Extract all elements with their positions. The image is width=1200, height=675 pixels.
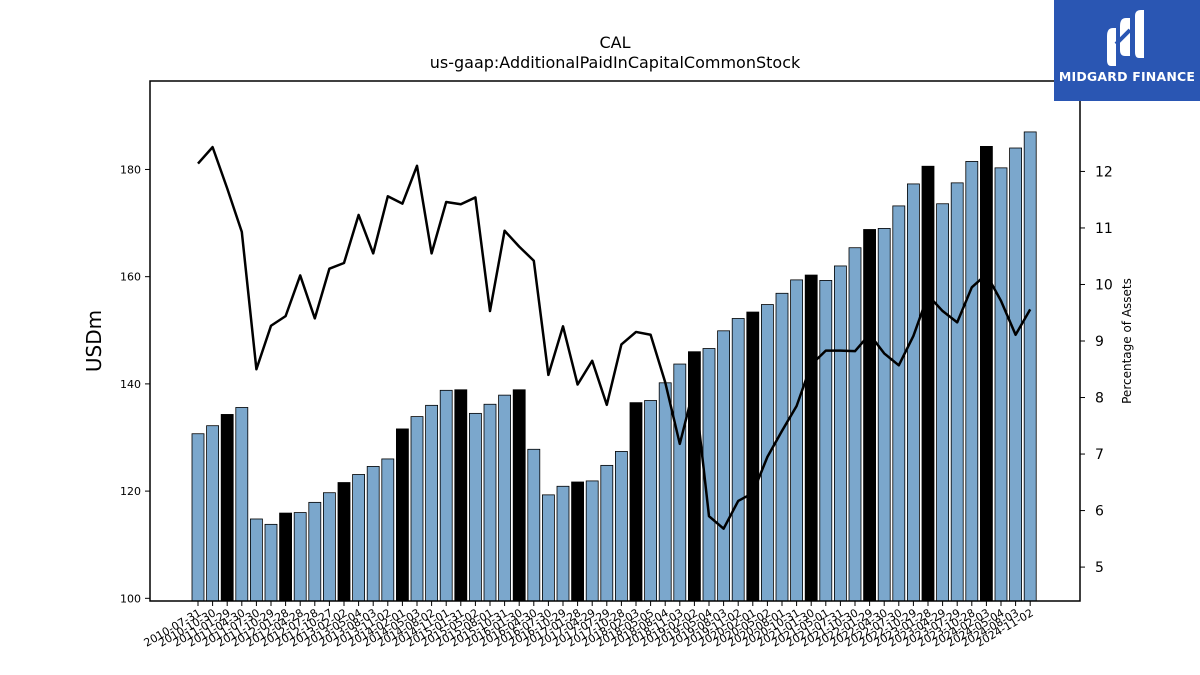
x-axis: 2010-07-312010-10-302011-01-292011-04-30… <box>142 601 1036 650</box>
bar-28 <box>600 464 614 602</box>
y-tick-label-2: 140 <box>120 378 141 391</box>
bar-33 <box>673 363 687 602</box>
y2-tick-label-4: 9 <box>1095 334 1104 350</box>
bar-47 <box>877 228 891 602</box>
bar-55 <box>994 167 1008 602</box>
bar-37 <box>731 318 745 602</box>
bar-52 <box>950 182 964 602</box>
bar-49 <box>907 183 920 602</box>
bar-48 <box>892 205 906 602</box>
bar-24 <box>542 494 555 602</box>
bar-27 <box>585 480 599 602</box>
bar-26 <box>571 481 584 602</box>
chart-subtitle: us-gaap:AdditionalPaidInCapitalCommonSto… <box>430 53 801 72</box>
bar-14 <box>395 428 409 602</box>
y2-tick-label-1: 6 <box>1095 504 1104 520</box>
bar-22 <box>512 389 526 602</box>
y-tick-label-0: 100 <box>120 592 141 605</box>
bar-36 <box>717 330 730 602</box>
bar-18 <box>454 389 468 602</box>
bar-5 <box>264 523 278 602</box>
bar-51 <box>936 203 949 602</box>
chart-title: CAL <box>599 33 630 52</box>
bar-57 <box>1023 131 1037 602</box>
percentage-line <box>197 145 1032 530</box>
y-tick-label-4: 180 <box>120 163 141 176</box>
bar-3 <box>235 407 249 602</box>
bar-53 <box>965 161 979 602</box>
y-tick-label-3: 160 <box>120 271 141 284</box>
bar-9 <box>322 492 336 602</box>
bar-6 <box>279 512 293 602</box>
bar-25 <box>556 485 570 602</box>
bar-56 <box>1009 147 1022 602</box>
y2-tick-label-7: 12 <box>1095 164 1113 180</box>
y-axis-right: 5 6 7 8 9 10 11 12 <box>1080 164 1113 576</box>
brand-name: MIDGARD FINANCE <box>1058 69 1196 84</box>
bar-17 <box>439 389 453 602</box>
bar-1 <box>206 425 220 602</box>
bar-0 <box>191 433 205 602</box>
bar-4 <box>249 518 263 602</box>
bar-12 <box>366 466 380 602</box>
midgard-logo-icon <box>1107 10 1144 66</box>
bar-32 <box>658 382 672 602</box>
y-axis-left: 100 120 140 160 180 <box>120 163 150 605</box>
bar-31 <box>644 400 657 602</box>
bar-8 <box>308 501 322 602</box>
bar-29 <box>615 451 628 602</box>
bar-39 <box>761 304 774 602</box>
y2-tick-label-3: 8 <box>1095 391 1104 407</box>
bar-38 <box>746 311 760 602</box>
bar-41 <box>790 279 803 602</box>
bar-40 <box>775 292 789 602</box>
bar-21 <box>498 394 512 602</box>
y-tick-label-1: 120 <box>120 485 141 498</box>
y2-axis-label: Percentage of Assets <box>1120 278 1134 404</box>
bar-10 <box>337 482 351 602</box>
y2-tick-label-2: 7 <box>1095 447 1104 463</box>
y2-tick-label-6: 11 <box>1095 221 1113 237</box>
bars-group <box>191 131 1037 602</box>
bar-50 <box>921 165 935 602</box>
y-axis-label: USDm <box>82 310 106 372</box>
bar-44 <box>834 265 847 602</box>
bar-20 <box>483 403 497 602</box>
bar-19 <box>468 412 482 602</box>
bar-7 <box>293 512 307 602</box>
bar-54 <box>980 145 993 602</box>
bar-16 <box>425 404 439 602</box>
bar-46 <box>863 229 876 602</box>
bar-23 <box>527 448 541 602</box>
bar-2 <box>220 414 234 602</box>
bar-45 <box>848 247 862 602</box>
brand-logo: MIDGARD FINANCE <box>1054 0 1200 101</box>
y2-tick-label-5: 10 <box>1095 277 1113 293</box>
bar-30 <box>629 402 643 602</box>
bar-13 <box>381 458 395 602</box>
bar-43 <box>819 280 833 602</box>
y2-tick-label-0: 5 <box>1095 560 1104 576</box>
bar-11 <box>352 474 366 602</box>
bar-42 <box>804 274 818 602</box>
bar-15 <box>410 416 424 602</box>
